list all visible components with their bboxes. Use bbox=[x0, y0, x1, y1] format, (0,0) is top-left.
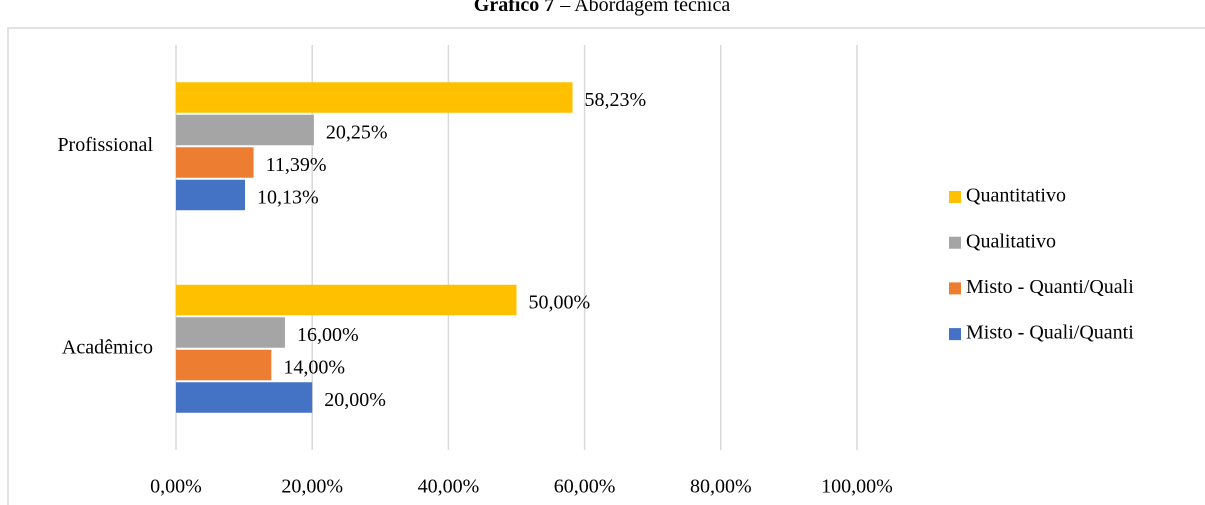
x-tick-label: 20,00% bbox=[281, 476, 343, 498]
bar bbox=[176, 382, 313, 413]
data-label: 10,13% bbox=[257, 187, 319, 209]
data-label: 20,00% bbox=[324, 389, 386, 411]
data-label: 16,00% bbox=[297, 324, 359, 346]
bar bbox=[176, 349, 272, 381]
bar bbox=[176, 82, 573, 113]
legend-label: Qualitativo bbox=[966, 230, 1056, 252]
y-tick-label: Profissional bbox=[57, 134, 153, 156]
x-tick-label: 100,00% bbox=[821, 476, 893, 498]
data-label: 20,25% bbox=[326, 122, 388, 144]
bar bbox=[176, 114, 314, 146]
legend-label: Misto - Quali/Quanti bbox=[966, 322, 1134, 344]
x-tick-label: 60,00% bbox=[554, 476, 616, 498]
title-text: – Abordagem técnica bbox=[559, 0, 730, 16]
legend-swatch bbox=[949, 191, 961, 203]
data-label: 11,39% bbox=[266, 154, 327, 176]
data-label: 50,00% bbox=[529, 292, 591, 314]
x-tick-label: 40,00% bbox=[418, 476, 480, 498]
legend-swatch bbox=[949, 236, 961, 249]
legend-label: Quantitativo bbox=[966, 185, 1066, 207]
chart-frame bbox=[7, 27, 1205, 505]
bar bbox=[176, 317, 285, 348]
bar bbox=[176, 147, 254, 178]
bar bbox=[176, 179, 245, 211]
legend-swatch bbox=[949, 282, 961, 295]
x-tick-label: 0,00% bbox=[150, 476, 202, 498]
y-tick-label: Acadêmico bbox=[62, 336, 153, 358]
bar bbox=[176, 284, 517, 316]
title-number: Gráfico 7 bbox=[474, 0, 555, 16]
legend-swatch bbox=[949, 328, 961, 341]
data-label: 58,23% bbox=[585, 89, 647, 111]
chart-title: Gráfico 7– Abordagem técnica bbox=[474, 0, 731, 16]
legend-label: Misto - Quanti/Quali bbox=[966, 276, 1134, 298]
data-label: 14,00% bbox=[283, 357, 345, 379]
x-tick-label: 80,00% bbox=[690, 476, 752, 498]
